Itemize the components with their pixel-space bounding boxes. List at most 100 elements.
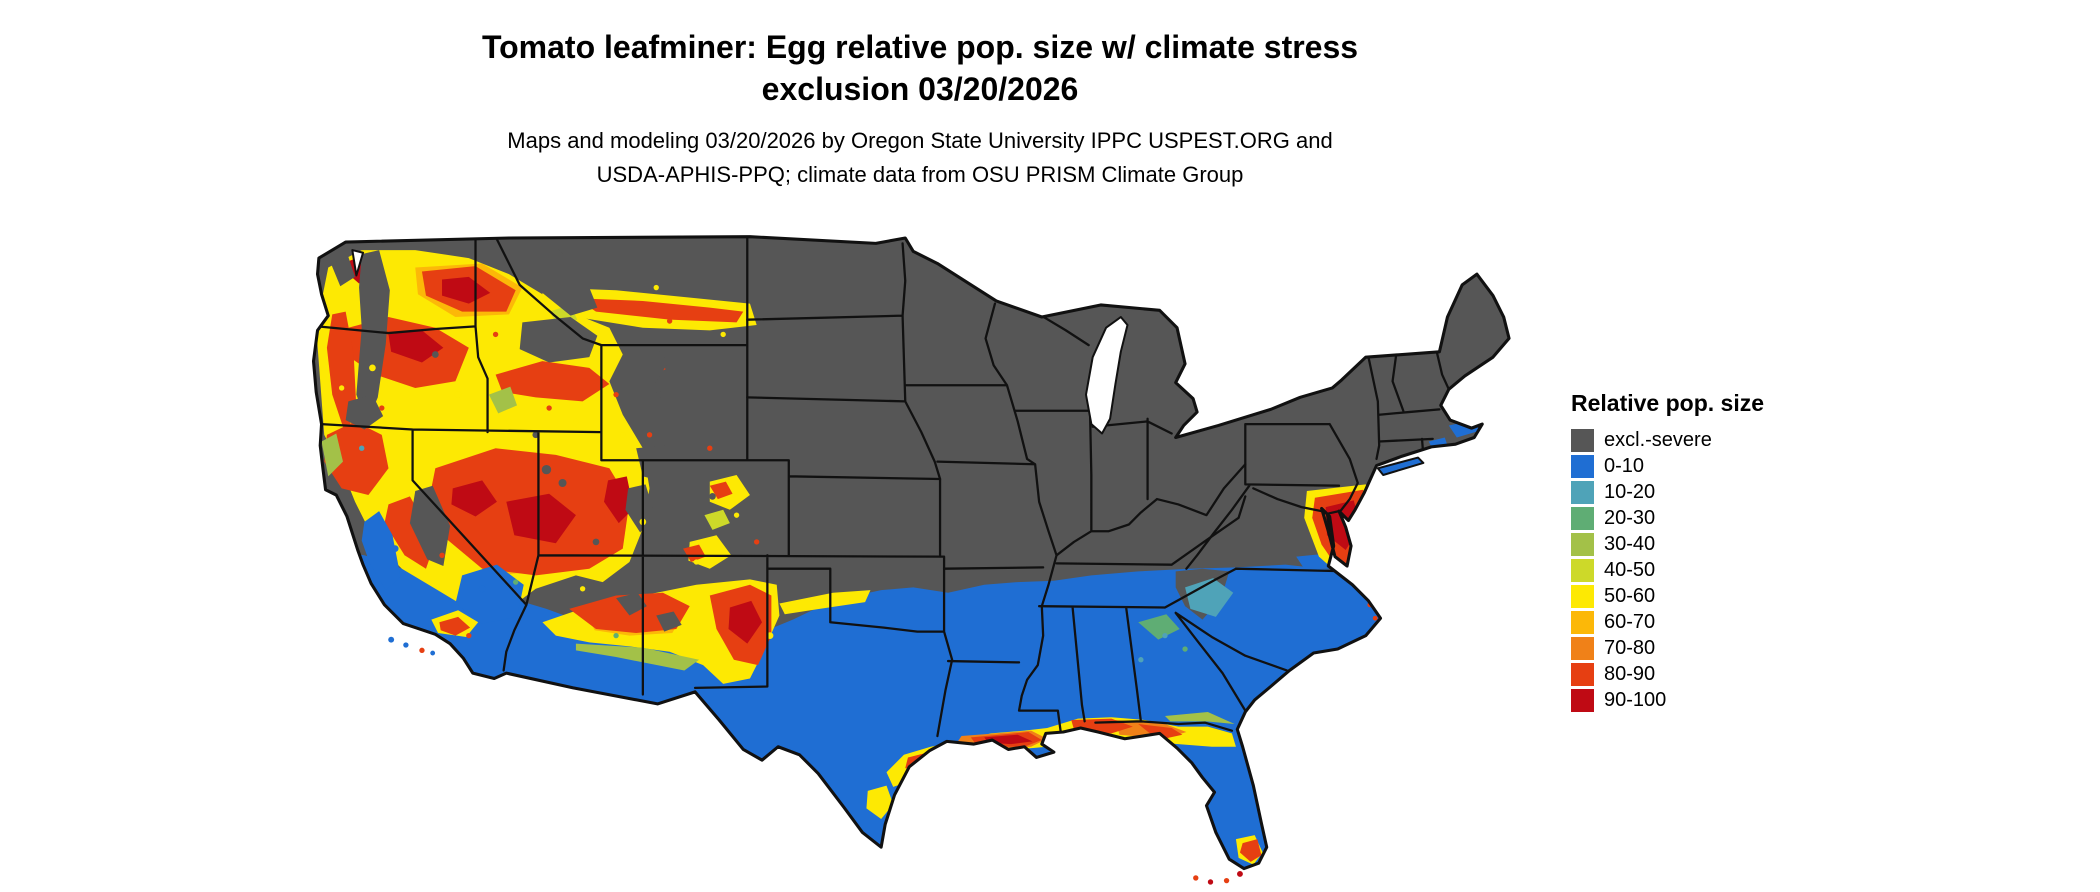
heat-patch [575,298,744,323]
legend-item-label: 40-50 [1604,559,1656,581]
legend-item: 20-30 [1571,505,1901,531]
heat-patch [439,616,471,636]
legend-swatch [1571,558,1594,582]
speckle-dots-teal [359,445,1188,663]
state-lines-south [1037,495,1351,732]
heat-core [506,493,576,544]
legend-item-label: 70-80 [1604,637,1656,659]
heat-patch [709,481,733,500]
legend-swatch [1571,662,1594,686]
legend-swatch [1571,584,1594,608]
legend-item: 70-80 [1571,635,1901,661]
legend-list: excl.-severe 0-10 10-20 20-30 30-40 40-5… [1571,427,1901,713]
legend-item-label: 90-100 [1604,689,1667,711]
mountain-patch [616,592,647,616]
map-layer-extreme-pop-darkred [348,255,1361,745]
legend-swatch [1571,506,1594,530]
legend-swatch [1571,532,1594,556]
conus-outline [311,235,1511,871]
legend-item: 0-10 [1571,453,1901,479]
legend-swatch [1571,636,1594,660]
heat-patch [384,496,436,569]
legend-item: 60-70 [1571,609,1901,635]
mountain-patch [508,244,598,316]
mountain-patch [519,317,598,363]
fringe-patch [575,643,700,671]
heat-patch [688,535,732,569]
fringe-patch [1138,614,1180,640]
heat-patch [495,361,610,402]
legend-swatch [1571,480,1594,504]
state-lines-northeast [1185,350,1450,570]
south-florida-hotspot [1239,839,1262,862]
heat-patch [866,785,894,820]
puget-sound [351,249,365,277]
florida-keys [1193,870,1243,885]
long-island [1376,456,1425,476]
fringe-patch [704,509,730,530]
state-lines-west [316,236,954,738]
legend-item-label: 60-70 [1604,611,1656,633]
legend-item-label: 30-40 [1604,533,1656,555]
fringe-patch [488,386,518,414]
legend-title: Relative pop. size [1571,390,1765,416]
map-subtitle-line2: USDA-APHIS-PPQ; climate data from OSU PR… [596,162,1244,187]
legend-item: 90-100 [1571,687,1901,713]
heat-patch [324,421,389,496]
legend-item: 30-40 [1571,531,1901,557]
legend-item-label: 20-30 [1604,507,1656,529]
legend-swatch [1571,428,1594,452]
central-valley-patch [361,511,401,591]
legend-swatch [1571,454,1594,478]
legend-item: 80-90 [1571,661,1901,687]
state-boundaries [316,236,1450,738]
state-lines-plains-midwest [746,242,1247,732]
heat-core [604,476,634,524]
legend-item: 50-60 [1571,583,1901,609]
legend-item: 10-20 [1571,479,1901,505]
legend: Relative pop. size excl.-severe 0-10 10-… [1571,390,1901,713]
legend-item: excl.-severe [1571,427,1901,453]
map-title-line2: exclusion 03/20/2026 [761,71,1079,107]
fringe-patch [321,433,343,477]
heat-core [451,480,497,517]
us-map [308,234,1540,890]
heat-core [728,600,763,644]
legend-item-label: excl.-severe [1604,429,1712,451]
legend-item-label: 80-90 [1604,663,1656,685]
mountain-patch [656,611,682,632]
heat-patch [683,544,706,562]
mountain-patch [345,394,384,430]
fringe-patch [1185,578,1234,617]
mountain-patch [625,484,655,533]
lake-michigan [1084,316,1129,435]
legend-item: 40-50 [1571,557,1901,583]
mountain-patch [636,444,692,484]
heat-patch [779,590,871,615]
map-layer-transition-green [321,304,1235,724]
map-layer-excluded-mountains [330,244,692,632]
legend-swatch [1571,610,1594,634]
map-title: Tomato leafminer: Egg relative pop. size… [240,26,1600,110]
mountain-patch [409,485,451,567]
legend-item-label: 0-10 [1604,455,1645,477]
fringe-patch [1164,711,1235,724]
map-title-line1: Tomato leafminer: Egg relative pop. size… [481,29,1359,65]
map-subtitle: Maps and modeling 03/20/2026 by Oregon S… [240,124,1600,192]
mountain-patch [622,343,669,386]
map-layer-low-pop-pockets [361,420,1480,624]
legend-item-label: 50-60 [1604,585,1656,607]
mountain-patch [356,250,390,423]
speckle-dots-gray [432,351,716,546]
mojave-patch [455,564,524,624]
heat-core [442,276,491,304]
map-subtitle-line1: Maps and modeling 03/20/2026 by Oregon S… [507,128,1333,153]
channel-islands [388,636,436,656]
heat-core [388,330,444,363]
legend-item-label: 10-20 [1604,481,1656,503]
speckle-dots-blue [391,545,764,679]
legend-swatch [1571,688,1594,712]
mountain-patch [330,256,356,287]
speckle-dots-red [379,318,1378,748]
